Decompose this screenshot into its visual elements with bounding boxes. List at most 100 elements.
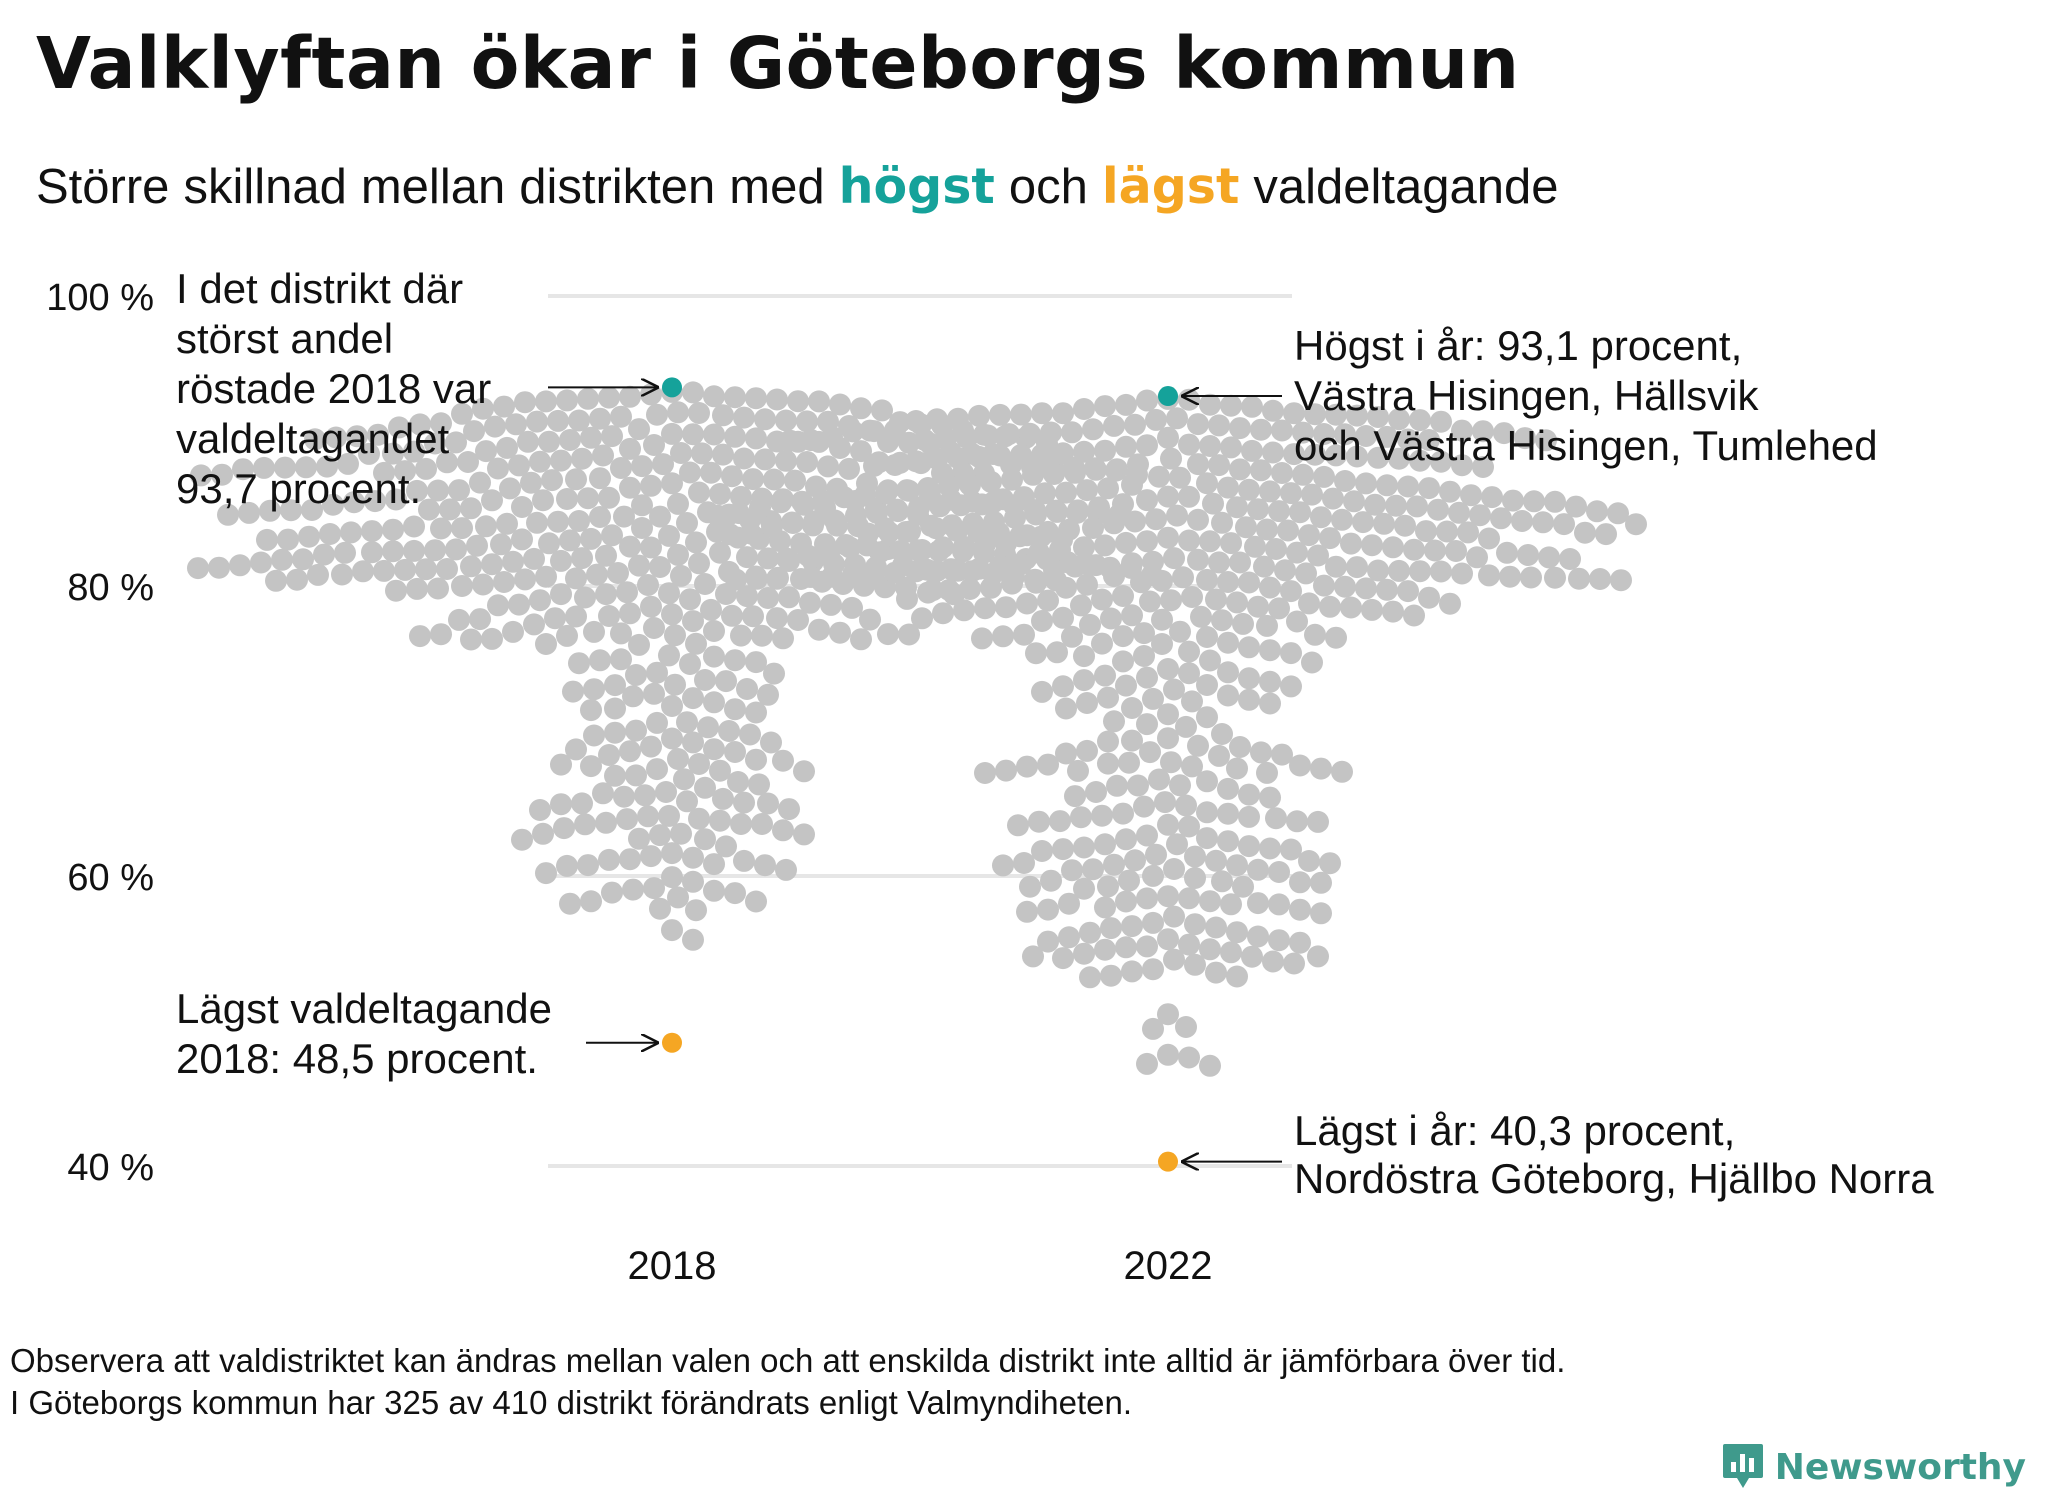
data-point-2022 bbox=[1055, 697, 1077, 720]
data-point-2022 bbox=[1346, 404, 1368, 427]
data-point-2022 bbox=[995, 759, 1017, 782]
data-point-2022 bbox=[1178, 388, 1200, 411]
data-point-2022 bbox=[1238, 667, 1260, 690]
data-point-2022 bbox=[1589, 568, 1611, 590]
annotation-min-2018: Lägst valdeltagande 2018: 48,5 procent. bbox=[176, 985, 552, 1082]
data-point-2018 bbox=[703, 620, 725, 642]
data-point-2022 bbox=[1280, 580, 1302, 603]
data-point-2022 bbox=[1283, 402, 1305, 425]
data-point-2022 bbox=[962, 512, 984, 535]
data-point-2022 bbox=[1052, 606, 1074, 629]
data-point-2018 bbox=[508, 593, 530, 616]
data-point-2022 bbox=[890, 539, 912, 562]
data-point-2022 bbox=[1121, 604, 1143, 627]
data-point-2022 bbox=[1166, 504, 1188, 527]
data-point-2022 bbox=[932, 602, 954, 625]
data-point-2022 bbox=[1430, 450, 1452, 473]
data-point-2022 bbox=[947, 447, 969, 470]
data-point-2022 bbox=[989, 444, 1011, 467]
data-point-2022 bbox=[1268, 929, 1290, 952]
data-point-2022 bbox=[1136, 1052, 1158, 1075]
data-point-2022 bbox=[863, 454, 885, 477]
data-point-2022 bbox=[1283, 952, 1305, 975]
data-point-2018 bbox=[346, 425, 368, 448]
data-point-2018 bbox=[463, 420, 485, 443]
data-point-2018 bbox=[715, 835, 737, 858]
data-point-2018 bbox=[625, 664, 647, 686]
data-point-2022 bbox=[980, 470, 1002, 493]
data-point-2018 bbox=[688, 552, 710, 575]
data-point-2018 bbox=[667, 543, 689, 566]
data-point-2022 bbox=[1142, 864, 1164, 887]
data-point-2022 bbox=[1289, 754, 1311, 777]
data-point-2018 bbox=[529, 799, 551, 821]
data-point-2022 bbox=[1115, 890, 1137, 913]
brand-name: Newsworthy bbox=[1774, 1446, 2026, 1488]
data-point-2018 bbox=[352, 560, 374, 583]
data-point-2018 bbox=[526, 511, 548, 534]
data-point-2018 bbox=[733, 406, 755, 429]
data-point-2022 bbox=[956, 427, 978, 449]
data-point-2018 bbox=[640, 595, 662, 618]
data-point-2018 bbox=[259, 499, 281, 522]
data-point-2022 bbox=[1265, 807, 1287, 830]
data-point-2018 bbox=[619, 848, 641, 871]
data-point-2018 bbox=[211, 463, 233, 486]
data-point-2022 bbox=[1025, 503, 1047, 526]
data-point-2018 bbox=[778, 586, 800, 609]
data-point-2022 bbox=[1559, 548, 1581, 570]
data-point-2018 bbox=[775, 449, 797, 472]
data-point-2018 bbox=[646, 758, 668, 781]
subtitle-word: och bbox=[1008, 160, 1088, 214]
data-point-2018 bbox=[796, 451, 818, 473]
data-point-2022 bbox=[1226, 965, 1248, 988]
data-point-2022 bbox=[1196, 626, 1218, 648]
data-point-2022 bbox=[1232, 875, 1254, 898]
data-point-2022 bbox=[1181, 586, 1203, 608]
data-point-2022 bbox=[947, 407, 969, 430]
data-point-2018 bbox=[361, 541, 383, 564]
data-point-2022 bbox=[1409, 560, 1431, 583]
data-point-2022 bbox=[1298, 850, 1320, 872]
data-point-2022 bbox=[1382, 600, 1404, 623]
data-point-2018 bbox=[265, 569, 287, 592]
data-point-2018 bbox=[859, 608, 881, 631]
data-point-2022 bbox=[1175, 794, 1197, 817]
data-point-2022 bbox=[1271, 462, 1293, 484]
data-point-2018 bbox=[580, 527, 602, 550]
data-point-2022 bbox=[1205, 849, 1227, 872]
data-point-2018 bbox=[364, 490, 386, 513]
data-point-2018 bbox=[700, 461, 722, 484]
data-point-2018 bbox=[808, 618, 830, 641]
data-point-2018 bbox=[793, 823, 815, 846]
data-point-2022 bbox=[1163, 858, 1185, 880]
y-tick-label: 100 % bbox=[46, 277, 154, 319]
data-point-2022 bbox=[1238, 636, 1260, 659]
data-point-2022 bbox=[1076, 573, 1098, 596]
data-point-2018 bbox=[556, 854, 578, 877]
data-point-2018 bbox=[598, 386, 620, 409]
data-point-2018 bbox=[616, 581, 638, 604]
data-point-2022 bbox=[1250, 741, 1272, 764]
data-point-2022 bbox=[791, 490, 813, 513]
data-point-2018 bbox=[757, 587, 779, 609]
data-point-2022 bbox=[1103, 565, 1125, 588]
data-point-2022 bbox=[1073, 836, 1095, 859]
data-point-2022 bbox=[1376, 474, 1398, 497]
data-point-2022 bbox=[1259, 786, 1281, 809]
data-point-2018 bbox=[619, 535, 641, 558]
data-point-2022 bbox=[1238, 688, 1260, 711]
data-point-2022 bbox=[1259, 576, 1281, 599]
data-point-2018 bbox=[493, 395, 515, 418]
data-point-2022 bbox=[1238, 783, 1260, 806]
data-point-2022 bbox=[926, 560, 948, 582]
data-point-2018 bbox=[661, 472, 683, 495]
data-point-2022 bbox=[1031, 443, 1053, 466]
data-point-2018 bbox=[307, 563, 329, 586]
chart-subtitle: Större skillnad mellan distrikten med högst oc… bbox=[36, 158, 1559, 215]
data-point-2018 bbox=[643, 877, 665, 900]
data-point-2018 bbox=[547, 510, 569, 533]
data-point-2022 bbox=[1097, 686, 1119, 709]
data-point-2018 bbox=[709, 483, 731, 505]
data-point-2018 bbox=[439, 498, 461, 521]
